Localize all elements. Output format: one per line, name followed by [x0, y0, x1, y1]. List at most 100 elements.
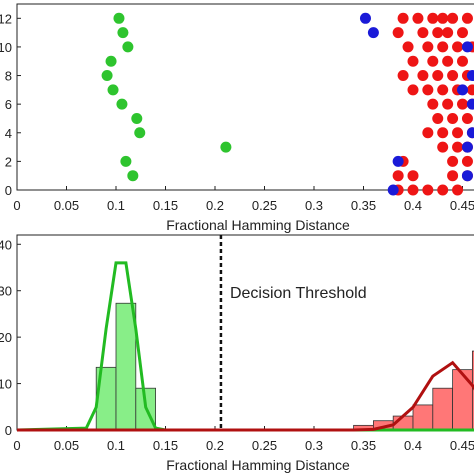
point — [447, 170, 459, 182]
point — [422, 184, 434, 196]
x-tick-label: 0.15 — [153, 438, 178, 453]
point — [131, 112, 143, 124]
point — [432, 27, 444, 39]
point — [113, 12, 125, 24]
point — [452, 127, 464, 139]
point — [461, 155, 473, 167]
point — [397, 12, 409, 24]
point — [437, 127, 449, 139]
point — [432, 70, 444, 82]
x-axis-label: Fractional Hamming Distance — [166, 217, 350, 233]
point — [427, 98, 439, 110]
hist-bar — [412, 404, 434, 431]
point — [367, 27, 379, 39]
x-tick-label: 0.05 — [54, 438, 79, 453]
point — [107, 84, 119, 96]
y-tick-label: 10 — [0, 40, 12, 55]
point — [101, 70, 113, 82]
y-tick-label: 0 — [5, 183, 12, 198]
annotation: Decision Threshold — [230, 285, 367, 302]
point — [457, 98, 468, 110]
point — [457, 55, 468, 67]
point — [407, 170, 419, 182]
point — [442, 27, 454, 39]
y-tick-label: 8 — [5, 69, 12, 84]
point — [134, 127, 146, 139]
point — [452, 141, 464, 153]
point — [117, 27, 129, 39]
y-tick-label: 6 — [5, 97, 12, 112]
point — [466, 70, 474, 82]
hist-bar — [452, 369, 473, 431]
point — [422, 127, 434, 139]
x-tick-label: 0.35 — [351, 438, 376, 453]
point — [461, 141, 473, 153]
point — [447, 155, 459, 167]
y-tick-label: 2 — [5, 154, 12, 169]
point — [122, 41, 134, 53]
point — [220, 141, 232, 153]
point — [392, 170, 404, 182]
point — [417, 70, 429, 82]
point — [442, 98, 454, 110]
point — [432, 112, 444, 124]
point — [461, 41, 473, 53]
x-tick-label: 0.4 — [404, 438, 422, 453]
point — [461, 170, 473, 182]
point — [452, 184, 464, 196]
point — [466, 127, 474, 139]
point — [422, 41, 434, 53]
point — [407, 84, 419, 96]
y-tick-label: 40 — [0, 237, 12, 252]
x-tick-label: 0.3 — [305, 438, 323, 453]
x-tick-label: 0.35 — [351, 198, 376, 213]
point — [437, 12, 449, 24]
point — [392, 27, 404, 39]
x-tick-label: 0.25 — [252, 438, 277, 453]
point — [392, 155, 404, 167]
point — [447, 70, 459, 82]
point — [452, 41, 464, 53]
x-tick-label: 0.05 — [54, 198, 79, 213]
x-tick-label: 0.3 — [305, 198, 323, 213]
x-tick-label: 0.1 — [107, 198, 125, 213]
hist-bar — [115, 302, 137, 431]
x-tick-label: 0.4 — [404, 198, 422, 213]
point — [427, 12, 439, 24]
point — [120, 155, 132, 167]
point — [407, 55, 419, 67]
y-tick-label: 30 — [0, 284, 12, 299]
plot-frame — [16, 234, 474, 431]
hist-bar — [471, 350, 474, 431]
x-tick-label: 0 — [13, 198, 20, 213]
fit-curve — [17, 360, 474, 432]
point — [397, 70, 409, 82]
point — [116, 98, 128, 110]
point — [402, 41, 414, 53]
point — [105, 55, 117, 67]
point — [437, 184, 449, 196]
point — [417, 27, 429, 39]
point — [461, 112, 473, 124]
y-tick-label: 0 — [5, 423, 12, 438]
x-tick-label: 0.45 — [450, 438, 474, 453]
y-tick-label: 12 — [0, 11, 12, 26]
x-tick-label: 0.15 — [153, 198, 178, 213]
point — [461, 12, 473, 24]
point — [407, 184, 419, 196]
x-tick-label: 0.2 — [206, 198, 224, 213]
y-tick-label: 4 — [5, 126, 12, 141]
x-axis-label: Fractional Hamming Distance — [166, 457, 350, 473]
point — [447, 12, 459, 24]
point — [127, 170, 139, 182]
point — [422, 84, 434, 96]
point — [359, 12, 371, 24]
point — [437, 84, 449, 96]
x-tick-label: 0 — [13, 438, 20, 453]
point — [387, 184, 399, 196]
point — [442, 55, 454, 67]
y-tick-label: 10 — [0, 377, 12, 392]
x-tick-label: 0.45 — [450, 198, 474, 213]
x-tick-label: 0.2 — [206, 438, 224, 453]
